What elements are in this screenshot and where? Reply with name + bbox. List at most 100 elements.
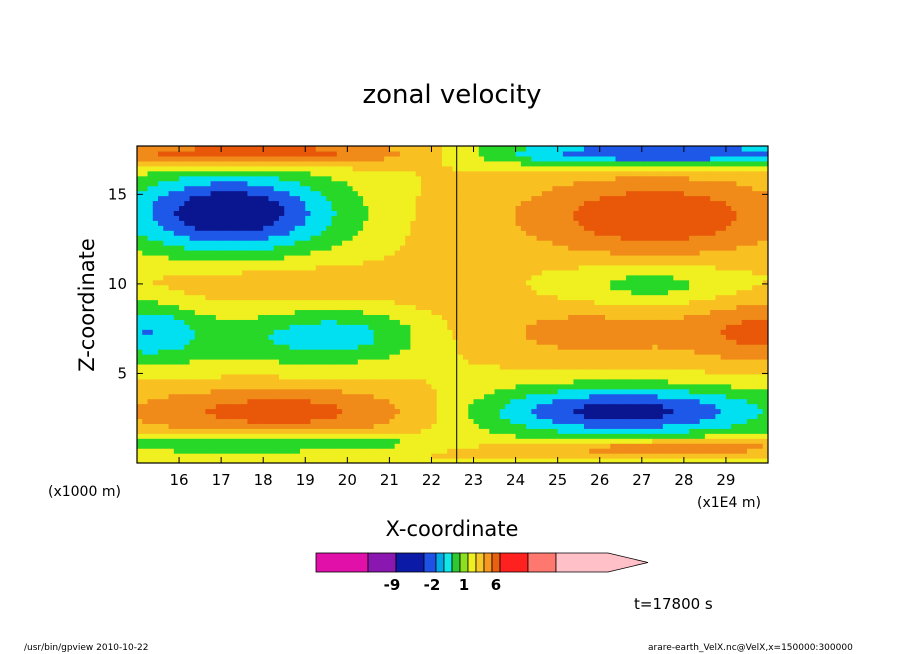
field-cell (368, 250, 375, 256)
field-cell (436, 378, 443, 385)
field-cell (184, 398, 191, 405)
field-cell (210, 403, 217, 410)
field-cell (410, 279, 417, 286)
field-cell (194, 373, 201, 380)
field-cell (158, 388, 164, 395)
field-cell (468, 448, 475, 454)
field-cell (431, 413, 438, 420)
field-cell (478, 195, 485, 202)
field-cell (378, 146, 385, 152)
field-cell (441, 299, 448, 306)
field-cell (399, 403, 406, 410)
field-cell (252, 200, 259, 207)
field-cell (441, 354, 448, 360)
field-cell (494, 190, 501, 197)
field-cell (468, 368, 475, 375)
field-cell (426, 358, 433, 365)
field-cell (142, 200, 149, 207)
field-cell (410, 403, 417, 410)
field-cell (399, 294, 406, 301)
field-cell (310, 195, 317, 202)
field-cell (478, 170, 485, 177)
field-cell (300, 146, 306, 152)
field-cell (289, 398, 296, 405)
field-cell (189, 205, 196, 211)
field-cell (268, 264, 275, 271)
field-cell (531, 205, 538, 211)
field-cell (436, 334, 443, 340)
field-cell (531, 339, 538, 345)
field-cell (347, 304, 354, 311)
field-cell (147, 398, 154, 405)
field-cell (531, 274, 538, 281)
field-cell (158, 344, 164, 350)
field-cell (326, 220, 333, 226)
field-cell (531, 443, 538, 449)
field-cell (200, 344, 206, 350)
field-cell (321, 314, 327, 320)
field-cell (484, 388, 490, 395)
field-cell (252, 393, 259, 400)
field-cell (505, 180, 511, 187)
field-cell (194, 250, 201, 256)
field-cell (541, 383, 548, 390)
field-cell (142, 240, 149, 246)
field-cell (242, 304, 249, 311)
field-cell (531, 284, 538, 291)
field-cell (289, 413, 296, 420)
field-cell (273, 180, 280, 187)
field-cell (163, 190, 170, 197)
field-cell (247, 254, 254, 261)
field-cell (142, 413, 149, 420)
field-cell (305, 314, 312, 320)
field-cell (373, 225, 380, 231)
field-cell (494, 230, 501, 236)
field-cell (331, 155, 338, 162)
field-cell (357, 165, 364, 172)
field-cell (420, 324, 427, 330)
field-cell (158, 289, 164, 296)
field-cell (252, 195, 259, 202)
field-cell (415, 220, 422, 226)
field-cell (273, 388, 280, 395)
field-cell (305, 150, 312, 157)
field-cell (184, 230, 191, 236)
field-cell (363, 378, 369, 385)
field-cell (273, 319, 280, 325)
field-cell (426, 250, 433, 256)
field-cell (147, 215, 154, 221)
field-cell (189, 393, 196, 400)
field-cell (221, 195, 227, 202)
field-cell (321, 358, 327, 365)
field-cell (447, 225, 454, 231)
field-cell (499, 314, 506, 320)
field-cell (399, 254, 406, 261)
field-cell (541, 146, 548, 152)
field-cell (520, 304, 527, 311)
field-cell (310, 220, 317, 226)
field-cell (168, 245, 175, 251)
field-cell (457, 354, 464, 360)
field-cell (173, 344, 180, 350)
field-cell (215, 289, 222, 296)
field-cell (231, 314, 238, 320)
field-cell (357, 254, 364, 261)
field-cell (189, 279, 196, 286)
field-cell (242, 160, 249, 167)
field-cell (494, 413, 501, 420)
field-cell (242, 334, 249, 340)
field-cell (357, 170, 364, 177)
field-cell (505, 274, 511, 281)
field-cell (410, 393, 417, 400)
field-cell (263, 299, 270, 306)
field-cell (173, 264, 180, 271)
field-cell (494, 220, 501, 226)
field-cell (431, 185, 438, 192)
field-cell (520, 160, 527, 167)
field-cell (315, 259, 322, 266)
field-cell (405, 358, 412, 365)
field-cell (342, 269, 348, 276)
field-cell (431, 269, 438, 276)
field-cell (463, 195, 469, 202)
